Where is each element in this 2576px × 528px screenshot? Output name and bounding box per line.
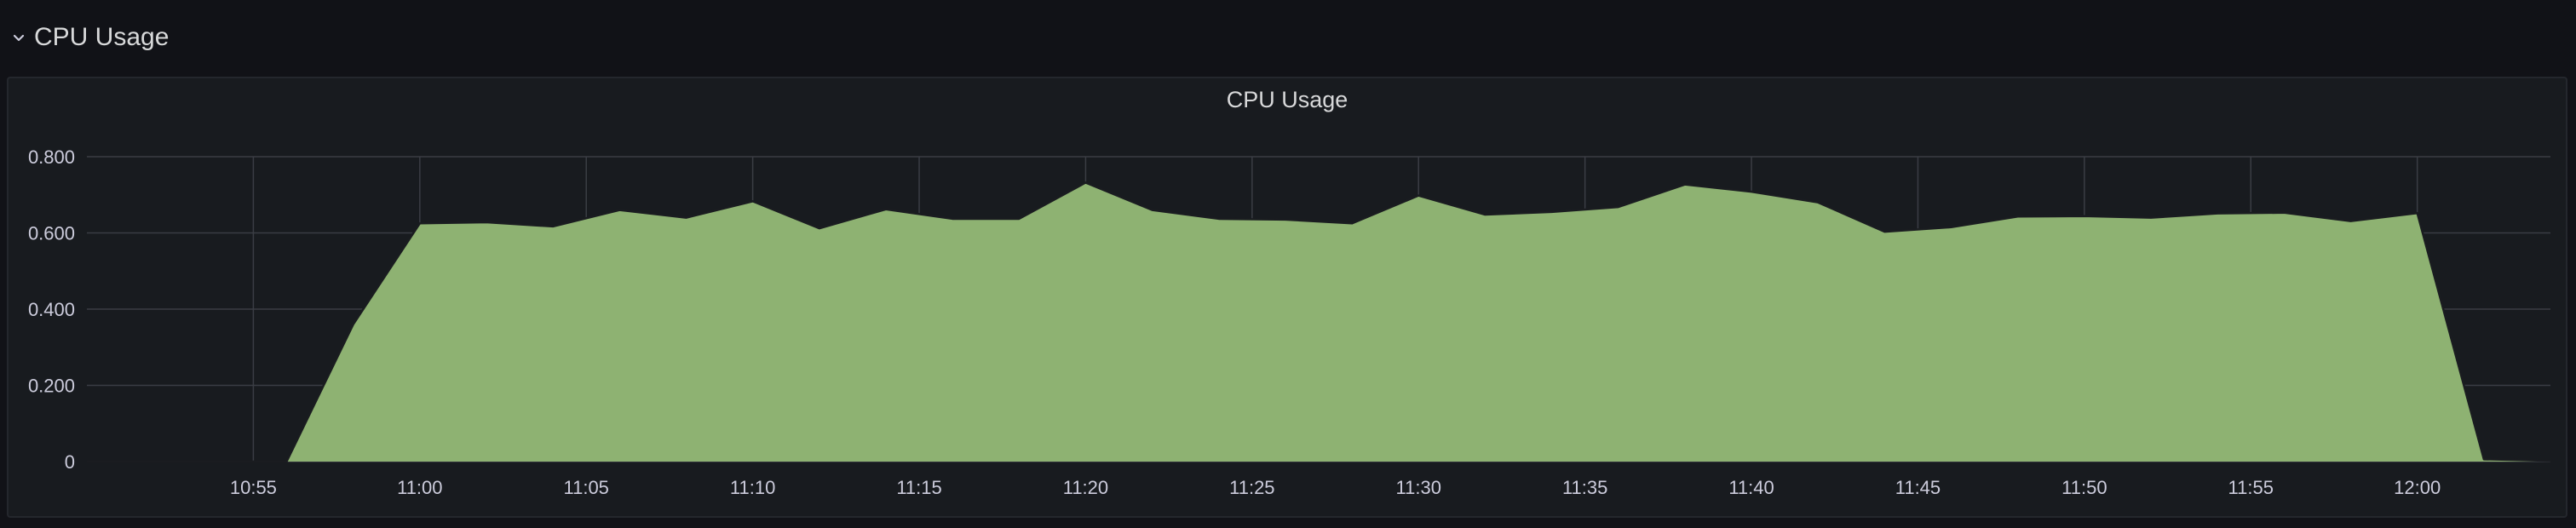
x-tick-label: 11:15 (896, 477, 941, 498)
row-title[interactable]: CPU Usage (34, 23, 170, 51)
y-tick-label: 0.400 (28, 299, 75, 320)
x-tick-label: 11:40 (1728, 477, 1774, 498)
x-tick-label: 11:50 (2061, 477, 2107, 498)
x-tick-label: 11:55 (2228, 477, 2274, 498)
x-tick-label: 11:05 (564, 477, 609, 498)
x-tick-label: 11:25 (1229, 477, 1274, 498)
y-tick-label: 0.200 (28, 376, 75, 397)
y-tick-label: 0.600 (28, 223, 75, 244)
x-tick-label: 11:35 (1562, 477, 1607, 498)
x-tick-label: 11:45 (1895, 477, 1941, 498)
x-tick-label: 11:20 (1063, 477, 1108, 498)
panel-title[interactable]: CPU Usage (1226, 87, 1348, 112)
x-tick-label: 11:00 (397, 477, 442, 498)
chevron-down-icon[interactable] (10, 29, 27, 46)
x-tick-label: 11:10 (730, 477, 775, 498)
series-line (87, 181, 2551, 463)
series-area (87, 182, 2550, 462)
y-tick-label: 0.800 (28, 146, 75, 168)
cpu-usage-panel: CPU Usage 0 0.200 0.400 0.600 0.800 10:55 11:0… (7, 77, 2567, 518)
row-header[interactable]: CPU Usage (10, 17, 169, 58)
x-tick-label: 12:00 (2394, 477, 2441, 498)
x-tick-label: 11:30 (1396, 477, 1441, 498)
x-tick-label: 10:55 (230, 477, 277, 498)
cpu-usage-chart[interactable]: 0 0.200 0.400 0.600 0.800 10:55 11:00 11:05 11:1… (9, 78, 2569, 519)
y-tick-label: 0 (65, 451, 75, 473)
